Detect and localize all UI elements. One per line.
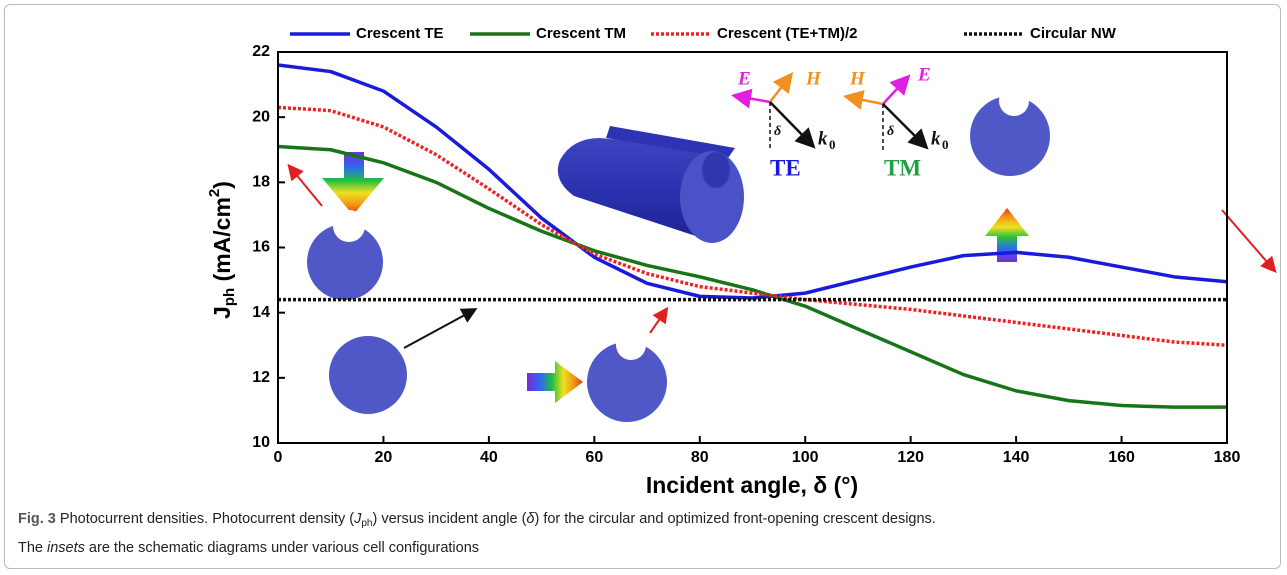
y-tick-label: 12 bbox=[252, 369, 270, 386]
y-tick-label: 18 bbox=[252, 174, 270, 191]
x-tick-label: 100 bbox=[792, 449, 819, 466]
legend-label: Circular NW bbox=[1030, 25, 1117, 42]
caption-text: The bbox=[18, 540, 47, 556]
inset-text: E bbox=[737, 68, 751, 89]
x-tick-label: 0 bbox=[274, 449, 283, 466]
page: E H δ k 0 TE H E δ k 0 TM Incident angle… bbox=[0, 0, 1287, 575]
inset-text: k bbox=[818, 128, 828, 149]
inset-text: H bbox=[805, 68, 822, 89]
chart: E H δ k 0 TE H E δ k 0 TM Incident angle… bbox=[0, 0, 1287, 505]
caption-line: Fig. 3 Photocurrent densities. Photocurr… bbox=[18, 507, 1273, 536]
series-line bbox=[278, 107, 1227, 345]
x-tick-label: 140 bbox=[1003, 449, 1030, 466]
y-axis-label: Jph (mA/cm2) bbox=[206, 181, 238, 319]
caption: Fig. 3 Photocurrent densities. Photocurr… bbox=[18, 507, 1273, 560]
legend-label: Crescent TM bbox=[536, 25, 626, 42]
caption-text: Photocurrent densities. Photocurrent den… bbox=[56, 511, 354, 527]
inset-text: TM bbox=[884, 155, 921, 180]
inset-text: δ bbox=[774, 124, 781, 139]
caption-text: insets bbox=[47, 540, 85, 556]
legend-label: Crescent (TE+TM)/2 bbox=[717, 25, 857, 42]
plot-frame bbox=[278, 52, 1227, 443]
caption-text: are the schematic diagrams under various… bbox=[85, 540, 479, 556]
y-label-part: (mA/cm bbox=[209, 197, 235, 288]
inset-text: TE bbox=[770, 155, 801, 180]
x-tick-label: 120 bbox=[897, 449, 924, 466]
y-label-part: J bbox=[209, 306, 235, 319]
y-tick-label: 22 bbox=[252, 43, 270, 60]
x-tick-label: 20 bbox=[375, 449, 393, 466]
caption-line: The insets are the schematic diagrams un… bbox=[18, 536, 1273, 560]
x-tick-label: 180 bbox=[1214, 449, 1241, 466]
y-tick-label: 10 bbox=[252, 434, 270, 451]
x-tick-label: 40 bbox=[480, 449, 498, 466]
y-tick-label: 14 bbox=[252, 304, 270, 321]
inset-text: δ bbox=[887, 124, 894, 139]
y-label-part: 2 bbox=[206, 189, 223, 197]
caption-text: Fig. 3 bbox=[18, 511, 56, 527]
caption-text: ) versus incident angle ( bbox=[372, 511, 526, 527]
inset-text: E bbox=[917, 64, 931, 85]
y-tick-label: 20 bbox=[252, 108, 270, 125]
caption-text: ph bbox=[361, 518, 372, 529]
series-line bbox=[278, 146, 1227, 407]
legend-label: Crescent TE bbox=[356, 25, 444, 42]
inset-text: 0 bbox=[829, 137, 836, 152]
caption-text: ) for the circular and optimized front-o… bbox=[534, 511, 935, 527]
y-label-part: ph bbox=[221, 288, 238, 306]
x-axis-label: Incident angle, δ (°) bbox=[646, 472, 858, 498]
y-label-part: ) bbox=[209, 181, 235, 189]
inset-text: 0 bbox=[942, 137, 949, 152]
x-tick-label: 160 bbox=[1108, 449, 1135, 466]
x-tick-label: 60 bbox=[585, 449, 603, 466]
inset-text: H bbox=[849, 68, 866, 89]
x-tick-label: 80 bbox=[691, 449, 709, 466]
inset-text: k bbox=[931, 128, 941, 149]
y-tick-label: 16 bbox=[252, 239, 270, 256]
